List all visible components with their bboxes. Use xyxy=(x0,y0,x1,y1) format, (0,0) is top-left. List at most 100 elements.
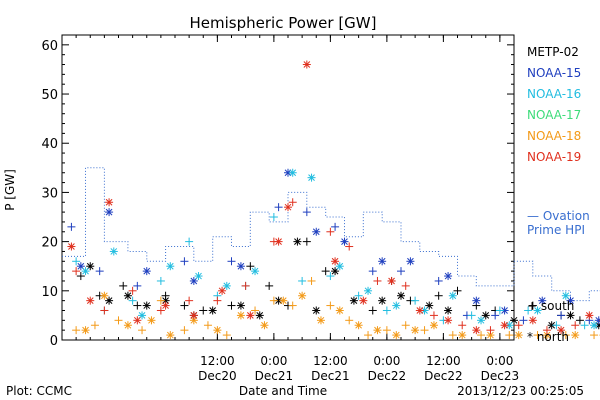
south-point xyxy=(486,326,495,335)
north-point xyxy=(331,257,340,266)
south-point xyxy=(119,281,128,290)
south-point xyxy=(90,321,99,330)
south-point xyxy=(368,267,377,276)
north-point xyxy=(500,321,509,330)
north-point xyxy=(251,267,260,276)
south-point xyxy=(477,331,486,340)
south-point xyxy=(180,301,189,310)
south-point xyxy=(288,301,297,310)
south-point xyxy=(542,326,551,335)
y-tick-label: 10 xyxy=(41,285,58,300)
north-point xyxy=(293,237,302,246)
north-point xyxy=(194,272,203,281)
north-point xyxy=(359,296,368,305)
south-point xyxy=(241,281,250,290)
south-point xyxy=(269,296,278,305)
north-point xyxy=(218,286,227,295)
north-point xyxy=(364,286,373,295)
north-point xyxy=(415,306,424,315)
y-tick-label: 50 xyxy=(41,88,58,103)
south-point xyxy=(571,321,580,330)
y-tick-label: 0 xyxy=(50,334,58,349)
north-point xyxy=(590,321,599,330)
north-point xyxy=(81,267,90,276)
south-point xyxy=(453,286,462,295)
south-point xyxy=(67,222,76,231)
north-point xyxy=(123,321,132,330)
south-point xyxy=(307,276,316,285)
north-point xyxy=(505,321,514,330)
north-point xyxy=(147,316,156,325)
y-tick-label: 40 xyxy=(41,137,58,152)
south-point xyxy=(302,208,311,217)
legend-ovation: Prime HPI xyxy=(527,223,585,237)
south-point xyxy=(156,306,165,315)
north-point xyxy=(392,301,401,310)
south-point xyxy=(397,267,405,276)
north-point xyxy=(133,316,142,325)
south-point xyxy=(298,276,307,285)
series-noaa-16 xyxy=(72,168,599,330)
x-tick-label: 0:00 xyxy=(260,354,287,368)
y-tick-label: 60 xyxy=(41,39,58,54)
south-point xyxy=(128,296,137,305)
north-point xyxy=(571,331,580,340)
north-point xyxy=(105,198,114,207)
x-tick-label: 0:00 xyxy=(486,354,513,368)
north-point xyxy=(307,173,316,182)
north-point xyxy=(302,60,311,69)
south-point xyxy=(561,331,570,340)
south-point xyxy=(345,316,354,325)
x-tick-label: 12:00 xyxy=(200,354,235,368)
south-point xyxy=(552,321,561,330)
south-point xyxy=(222,331,231,340)
south-point xyxy=(246,262,255,271)
series-noaa-15 xyxy=(67,168,600,325)
south-point xyxy=(557,311,566,320)
south-point xyxy=(251,306,260,315)
north-point xyxy=(378,257,387,266)
x-tick-label: Dec23 xyxy=(481,369,520,383)
south-point xyxy=(429,311,438,320)
south-point xyxy=(354,291,363,300)
y-tick-label: 30 xyxy=(41,186,58,201)
south-point xyxy=(156,296,165,305)
north-point xyxy=(533,306,542,315)
north-point xyxy=(166,331,175,340)
south-point xyxy=(203,321,212,330)
north-point xyxy=(514,331,523,340)
north-point xyxy=(477,316,486,325)
south-point xyxy=(368,306,377,315)
north-point xyxy=(142,267,151,276)
south-point xyxy=(580,321,589,330)
south-point xyxy=(156,276,165,285)
north-point xyxy=(312,306,321,315)
north-point xyxy=(105,208,114,217)
south-point xyxy=(382,306,391,315)
south-point xyxy=(138,326,147,335)
north-point xyxy=(458,331,467,340)
north-point xyxy=(331,267,340,276)
north-point xyxy=(284,168,292,177)
axes: 010203040506012:00Dec200:00Dec2112:00Dec… xyxy=(41,34,520,383)
north-point xyxy=(260,321,269,330)
north-point xyxy=(246,311,255,320)
south-point xyxy=(590,331,599,340)
north-point xyxy=(392,331,401,340)
data-points xyxy=(67,60,600,340)
south-point xyxy=(491,311,500,320)
x-tick-label: Dec21 xyxy=(255,369,294,383)
legend-item: METP-02 xyxy=(527,45,579,59)
legend-item: NOAA-15 xyxy=(527,66,581,80)
south-point xyxy=(345,242,354,251)
x-axis-label: Date and Time xyxy=(239,384,327,398)
south-point xyxy=(199,306,208,315)
x-tick-label: 12:00 xyxy=(313,354,348,368)
x-tick-label: Dec21 xyxy=(311,369,350,383)
north-point xyxy=(213,326,222,335)
south-point xyxy=(133,281,142,290)
north-point xyxy=(236,301,245,310)
north-point xyxy=(67,242,76,251)
south-point xyxy=(288,198,297,207)
